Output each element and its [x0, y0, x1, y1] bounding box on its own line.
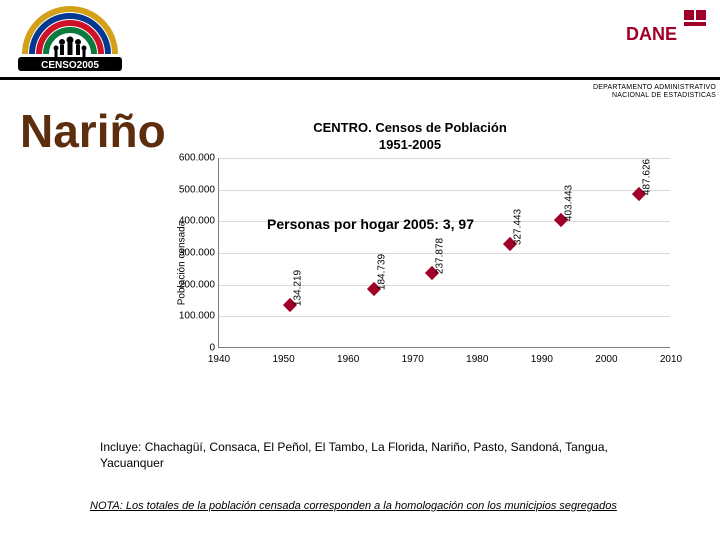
gridline-h — [219, 158, 670, 159]
gridline-h — [219, 190, 670, 191]
y-tick-label: 500.000 — [167, 184, 215, 195]
data-label: 237.878 — [435, 238, 446, 274]
footer-note: NOTA: Los totales de la población censad… — [90, 500, 670, 512]
y-tick-label: 200.000 — [167, 279, 215, 290]
x-tick-label: 1970 — [402, 354, 424, 365]
data-label: 184.739 — [376, 254, 387, 290]
x-tick-label: 1990 — [531, 354, 553, 365]
x-tick-label: 2000 — [595, 354, 617, 365]
chart-title-line1: CENTRO. Censos de Población — [313, 120, 507, 135]
x-tick-label: 1980 — [466, 354, 488, 365]
data-label: 403.443 — [564, 185, 575, 221]
header-bar: CENSO2005 DANE — [0, 0, 720, 80]
population-chart: CENTRO. Censos de Población 1951-2005 Po… — [140, 120, 680, 400]
x-tick-label: 2010 — [660, 354, 682, 365]
x-tick-label: 1960 — [337, 354, 359, 365]
data-label: 134.219 — [293, 270, 304, 306]
x-tick-label: 1940 — [208, 354, 230, 365]
plot-area: 0100.000200.000300.000400.000500.000600.… — [218, 158, 670, 348]
chart-title-line2: 1951-2005 — [379, 137, 441, 152]
censo-logo: CENSO2005 — [10, 6, 130, 72]
plot-wrapper: Población censada 0100.000200.000300.000… — [176, 158, 670, 368]
chart-title: CENTRO. Censos de Población 1951-2005 — [140, 120, 680, 154]
y-tick-label: 600.000 — [167, 153, 215, 164]
dane-logo-text: DANE — [626, 24, 677, 44]
gridline-h — [219, 316, 670, 317]
header-department-text: DEPARTAMENTO ADMINISTRATIVO NACIONAL DE … — [593, 84, 716, 99]
dane-logo: DANE — [626, 10, 706, 44]
x-tick-label: 1950 — [272, 354, 294, 365]
data-label: 487.626 — [641, 159, 652, 195]
y-tick-label: 300.000 — [167, 248, 215, 259]
censo-logo-text: CENSO2005 — [41, 60, 99, 71]
chart-annotation: Personas por hogar 2005: 3, 97 — [267, 216, 474, 232]
y-tick-label: 400.000 — [167, 216, 215, 227]
dept-line1: DEPARTAMENTO ADMINISTRATIVO — [593, 84, 716, 91]
data-label: 327.443 — [512, 209, 523, 245]
header-underline — [0, 77, 720, 80]
y-tick-label: 0 — [167, 343, 215, 354]
dept-line2: NACIONAL DE ESTADISTICAS — [612, 92, 716, 99]
y-axis-label: Población censada — [177, 221, 188, 306]
y-tick-label: 100.000 — [167, 311, 215, 322]
gridline-h — [219, 285, 670, 286]
footer-includes: Incluye: Chachagüí, Consaca, El Peñol, E… — [100, 440, 660, 471]
